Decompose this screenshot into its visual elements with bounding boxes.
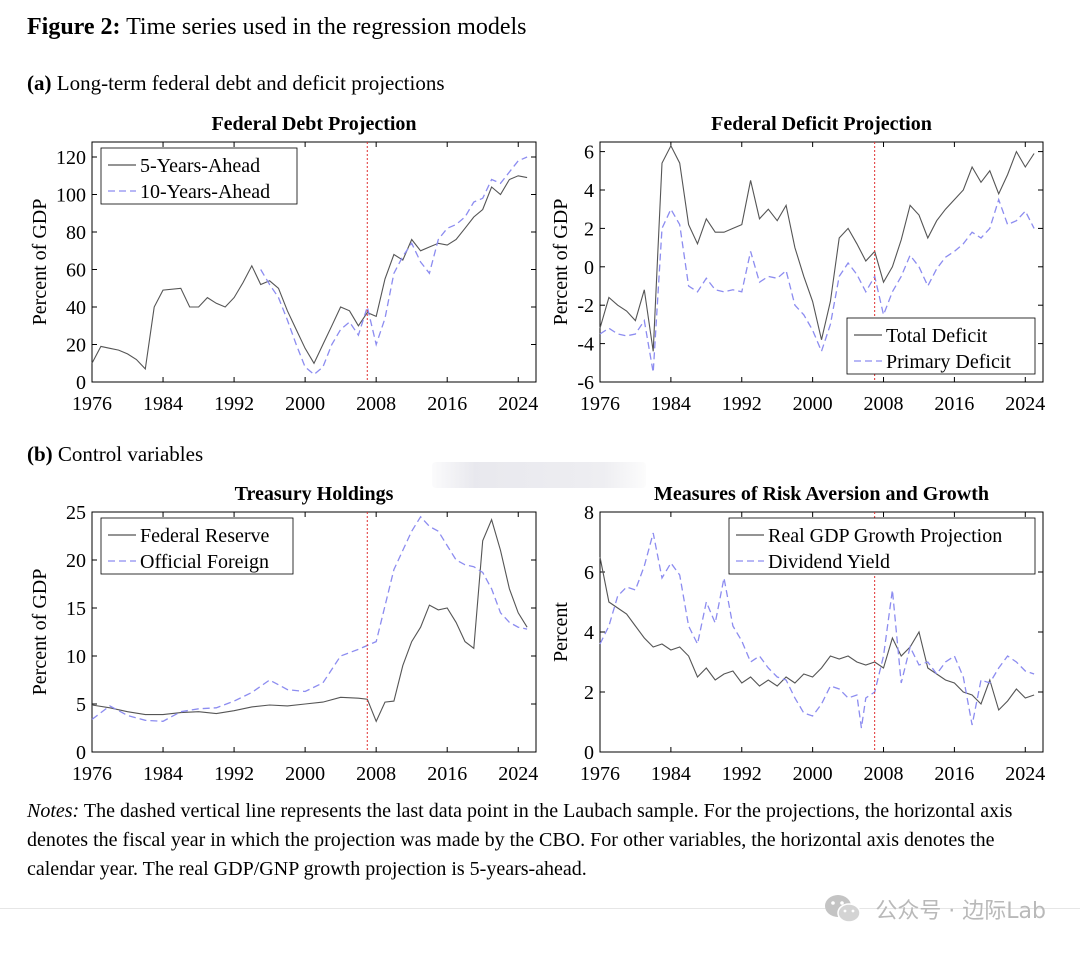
y-tick-label: 0 bbox=[584, 742, 594, 764]
legend-label: Official Foreign bbox=[140, 551, 269, 573]
x-tick-label: 2000 bbox=[793, 393, 833, 415]
series-line-dividend-yield bbox=[599, 532, 1035, 729]
legend-label: Dividend Yield bbox=[768, 551, 890, 573]
y-tick-label: 2 bbox=[584, 682, 594, 704]
x-tick-label: 1984 bbox=[143, 393, 183, 415]
series-line-total-deficit bbox=[599, 144, 1035, 352]
x-tick-label: 2024 bbox=[498, 763, 538, 785]
series-line-primary-deficit bbox=[599, 197, 1035, 373]
x-tick-label: 2000 bbox=[285, 393, 325, 415]
y-tick-label: 100 bbox=[56, 185, 86, 207]
plot-area bbox=[599, 141, 1044, 383]
plot-area bbox=[91, 141, 537, 383]
watermark: 公众号 · 边际Lab bbox=[823, 893, 1046, 925]
x-tick-label: 2000 bbox=[285, 763, 325, 785]
figure-title: Figure 2: Time series used in the regres… bbox=[27, 14, 527, 40]
legend-label: 5-Years-Ahead bbox=[140, 155, 260, 177]
x-tick-label: 1976 bbox=[72, 763, 112, 785]
y-tick-label: 4 bbox=[584, 622, 594, 644]
y-tick-label: 6 bbox=[584, 142, 594, 164]
watermark-text: 公众号 · 边际Lab bbox=[875, 899, 1046, 924]
x-tick-label: 2024 bbox=[498, 393, 538, 415]
x-tick-label: 2016 bbox=[427, 393, 467, 415]
x-tick-label: 2024 bbox=[1005, 763, 1045, 785]
subfigure-b-title: (b) Control variables bbox=[27, 442, 204, 466]
x-tick-label: 1976 bbox=[580, 393, 620, 415]
y-tick-label: 20 bbox=[66, 335, 86, 357]
y-axis-label: Percent of GDP bbox=[29, 569, 51, 696]
x-tick-label: 2008 bbox=[356, 763, 396, 785]
x-tick-label: 1984 bbox=[651, 763, 691, 785]
y-tick-label: 120 bbox=[56, 147, 86, 169]
divider bbox=[0, 908, 1080, 909]
x-tick-label: 2016 bbox=[427, 763, 467, 785]
legend-label: Primary Deficit bbox=[886, 351, 1011, 373]
x-tick-label: 2008 bbox=[864, 393, 904, 415]
y-tick-label: 5 bbox=[76, 694, 86, 716]
chart-title: Federal Debt Projection bbox=[211, 113, 416, 135]
series-line-federal-reserve bbox=[91, 518, 528, 723]
y-tick-label: -6 bbox=[577, 372, 594, 394]
y-tick-label: 0 bbox=[76, 742, 86, 764]
x-tick-label: 1992 bbox=[722, 393, 762, 415]
x-tick-label: 1992 bbox=[214, 763, 254, 785]
y-tick-label: 15 bbox=[66, 598, 86, 620]
blurred-overlay bbox=[432, 462, 646, 488]
figure-notes: Notes: The dashed vertical line represen… bbox=[27, 800, 1013, 880]
y-tick-label: 0 bbox=[584, 257, 594, 279]
chart-title: Federal Deficit Projection bbox=[711, 113, 932, 135]
y-tick-label: 2 bbox=[584, 218, 594, 240]
subfigure-a-title: (a) Long-term federal debt and deficit p… bbox=[27, 71, 445, 95]
y-tick-label: 10 bbox=[66, 646, 86, 668]
legend-label: Real GDP Growth Projection bbox=[768, 525, 1002, 547]
chart-title: Treasury Holdings bbox=[235, 483, 394, 505]
x-tick-label: 1984 bbox=[651, 393, 691, 415]
y-axis-label: Percent bbox=[550, 602, 572, 662]
y-axis-label: Percent of GDP bbox=[550, 199, 572, 326]
y-tick-label: -2 bbox=[577, 295, 594, 317]
x-tick-label: 2000 bbox=[793, 763, 833, 785]
legend-label: 10-Years-Ahead bbox=[140, 181, 270, 203]
y-tick-label: -4 bbox=[577, 334, 594, 356]
x-tick-label: 1992 bbox=[214, 393, 254, 415]
y-tick-label: 0 bbox=[76, 372, 86, 394]
y-tick-label: 20 bbox=[66, 550, 86, 572]
y-tick-label: 60 bbox=[66, 260, 86, 282]
legend-label: Total Deficit bbox=[886, 325, 988, 347]
x-tick-label: 1992 bbox=[722, 763, 762, 785]
chart-title: Measures of Risk Aversion and Growth bbox=[654, 483, 989, 505]
series-line-real-gdp-growth-projection bbox=[599, 556, 1035, 712]
legend-box bbox=[728, 517, 1036, 575]
x-tick-label: 1976 bbox=[72, 393, 112, 415]
y-tick-label: 40 bbox=[66, 297, 86, 319]
x-tick-label: 1976 bbox=[580, 763, 620, 785]
wechat-icon bbox=[823, 893, 863, 925]
x-tick-label: 1984 bbox=[143, 763, 183, 785]
legend-box bbox=[846, 317, 1036, 375]
x-tick-label: 2016 bbox=[934, 763, 974, 785]
y-axis-label: Percent of GDP bbox=[29, 199, 51, 326]
series-line-10-years-ahead bbox=[260, 156, 528, 376]
legend-label: Federal Reserve bbox=[140, 525, 270, 547]
series-line-5-years-ahead bbox=[91, 175, 528, 371]
y-tick-label: 25 bbox=[66, 502, 86, 524]
plot-area bbox=[91, 511, 537, 753]
y-tick-label: 4 bbox=[584, 180, 594, 202]
y-tick-label: 80 bbox=[66, 222, 86, 244]
series-line-official-foreign bbox=[91, 515, 528, 722]
x-tick-label: 2024 bbox=[1005, 393, 1045, 415]
x-tick-label: 2016 bbox=[934, 393, 974, 415]
y-tick-label: 8 bbox=[584, 502, 594, 524]
legend-box bbox=[100, 517, 294, 575]
x-tick-label: 2008 bbox=[864, 763, 904, 785]
legend-box bbox=[100, 147, 298, 205]
x-tick-label: 2008 bbox=[356, 393, 396, 415]
y-tick-label: 6 bbox=[584, 562, 594, 584]
